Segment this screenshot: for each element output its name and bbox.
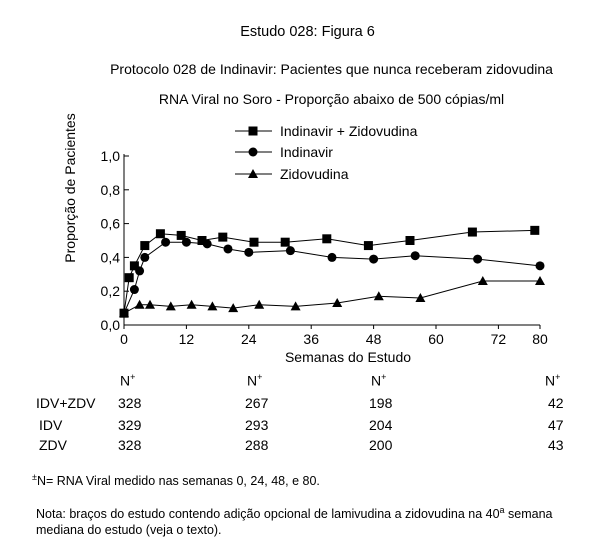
data-point (223, 244, 233, 254)
data-point (228, 303, 239, 313)
data-point (285, 246, 295, 256)
chart-subtitle-1: Protocolo 028 de Indinavir: Pacientes qu… (110, 61, 553, 77)
data-point (207, 301, 218, 311)
data-point (145, 299, 155, 309)
x-tick-label: 72 (491, 331, 507, 347)
table-cell: 288 (245, 437, 269, 453)
x-tick-label: 60 (428, 331, 444, 347)
n-header: N+ (545, 372, 561, 389)
data-point (327, 252, 337, 262)
data-point (405, 236, 415, 245)
n-header: N+ (371, 372, 387, 389)
y-tick-label: 1,0 (101, 148, 121, 164)
data-point (135, 266, 145, 276)
legend-label: Indinavir + Zidovudina (280, 123, 418, 139)
data-point (249, 237, 259, 247)
x-tick-label: 80 (532, 331, 548, 347)
data-point (244, 247, 254, 257)
legend-marker (248, 147, 258, 157)
x-tick-label: 36 (303, 331, 319, 347)
data-point (410, 251, 420, 261)
data-point (165, 301, 176, 311)
y-tick-label: 0,8 (101, 182, 121, 198)
series-line (123, 241, 541, 314)
line-chart: 0,0 0,2 0,4 0,6 0,8 1,0 0 12 24 36 48 60 72 80 Semanas… (62, 113, 548, 365)
data-point (373, 291, 384, 301)
footnote-n: ±N= RNA Viral medido nas semanas 0, 24, … (32, 472, 320, 489)
data-point (140, 252, 150, 262)
data-point (322, 234, 332, 244)
x-axis-label: Semanas do Estudo (285, 349, 411, 365)
table-cell: 198 (369, 395, 393, 411)
data-point (535, 276, 545, 286)
row-label: ZDV (39, 437, 67, 453)
table-cell: 42 (548, 395, 564, 411)
data-point (530, 225, 540, 235)
data-point (473, 254, 483, 264)
table-cell: 204 (369, 417, 393, 433)
table-cell: 267 (245, 395, 269, 411)
y-tick-label: 0,6 (101, 216, 121, 232)
data-point (155, 229, 165, 239)
x-tick-label: 0 (120, 331, 128, 347)
table-cell: 293 (245, 417, 269, 433)
data-point (186, 299, 197, 309)
footnote-note: Nota: braços do estudo contendo adição o… (36, 505, 553, 538)
data-point (467, 227, 477, 237)
data-point (415, 292, 426, 302)
data-point (129, 261, 139, 271)
legend-marker (248, 126, 258, 136)
data-point (176, 230, 186, 240)
data-point (134, 299, 145, 309)
legend-marker (248, 169, 258, 178)
legend-label: Zidovudina (280, 166, 349, 182)
data-point (197, 236, 207, 245)
series-line (123, 280, 540, 314)
data-point (119, 308, 129, 318)
data-point (535, 261, 545, 271)
data-point (363, 241, 373, 251)
chart-subtitle-2: RNA Viral no Soro - Proporção abaixo de … (158, 91, 505, 107)
y-tick-label: 0,0 (101, 317, 121, 333)
data-point (369, 254, 379, 264)
x-tick-label: 24 (241, 331, 257, 347)
x-tick-label: 48 (366, 331, 382, 347)
row-label: IDV (39, 417, 63, 433)
y-axis-label: Proporção de Pacientes (62, 113, 78, 262)
table-cell: 329 (118, 417, 142, 433)
table-cell: 328 (118, 437, 142, 453)
data-point (161, 237, 171, 247)
table-cell: 47 (548, 417, 564, 433)
table-cell: 200 (369, 437, 393, 453)
data-point (202, 239, 212, 249)
y-tick-label: 0,2 (101, 283, 121, 299)
data-point (254, 299, 265, 309)
data-point (290, 301, 301, 311)
x-tick-label: 12 (179, 331, 195, 347)
legend-label: Indinavir (280, 144, 333, 160)
data-point (477, 276, 488, 286)
row-label: IDV+ZDV (36, 395, 96, 411)
y-tick-label: 0,4 (101, 249, 121, 265)
data-point (129, 285, 139, 295)
table-cell: 328 (118, 395, 142, 411)
data-point (140, 241, 150, 251)
n-header: N+ (120, 372, 136, 389)
data-point (181, 237, 191, 247)
data-point (332, 298, 343, 308)
chart-title: Estudo 028: Figura 6 (240, 24, 375, 40)
data-point (280, 237, 290, 247)
data-point (124, 273, 134, 283)
table-cell: 43 (548, 437, 564, 453)
n-header: N+ (247, 372, 263, 389)
data-point (218, 232, 228, 242)
